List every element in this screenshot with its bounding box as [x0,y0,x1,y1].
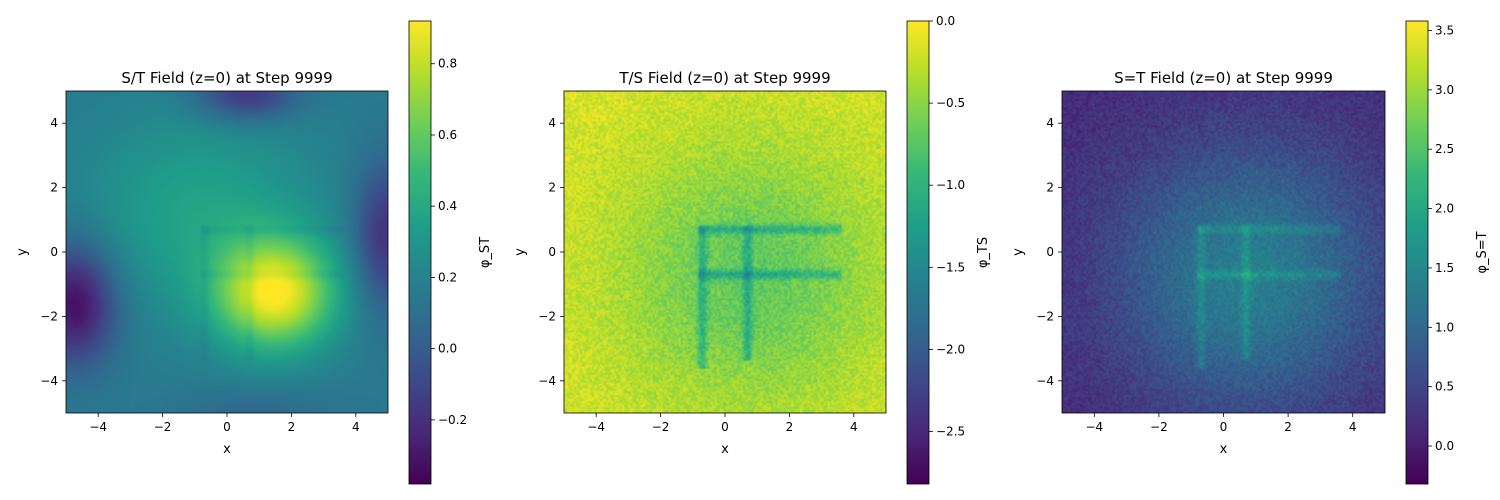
x-tick-label: −4 [1085,420,1103,434]
x-tick-label: −4 [587,420,605,434]
y-tick-label: −2 [538,309,556,323]
colorbar-tick-label: −1.5 [936,260,965,274]
colorbar-tick-label: 0.5 [1435,380,1454,394]
chart-title: T/S Field (z=0) at Step 9999 [618,69,830,87]
colorbar-tick-label: −0.5 [936,96,965,110]
colorbar-tick-label: −2.5 [936,424,965,438]
y-tick-label: 4 [548,116,556,130]
y-tick-label: −4 [40,374,58,388]
chart-panel-1: S/T Field (z=0) at Step 9999 −4 −2 0 2 4 4 2 0 −2… [15,20,493,485]
colorbar-tick-label: −0.2 [438,413,467,427]
colorbar [408,20,432,485]
y-tick-label: 0 [50,245,58,259]
y-tick-label: −4 [1036,374,1054,388]
y-tick-label: 2 [1046,181,1054,195]
y-tick-label: 4 [50,116,58,130]
x-tick-label: 0 [1220,420,1228,434]
x-tick-label: 2 [786,420,794,434]
y-tick-label: 4 [1046,116,1054,130]
colorbar-tick-label: −2.0 [936,342,965,356]
x-tick-label: 4 [1349,420,1357,434]
chart-title: S=T Field (z=0) at Step 9999 [1114,69,1333,87]
y-axis-label: y [15,248,30,256]
colorbar-tick-label: 0.0 [936,14,955,28]
x-tick-label: −2 [652,420,670,434]
colorbar-tick-label: 0.0 [1435,439,1454,453]
colorbar-tick-label: 0.8 [438,57,457,71]
colorbar-tick-label: 2.5 [1435,142,1454,156]
colorbar-tick-label: 0.0 [438,342,457,356]
x-tick-label: 2 [1284,420,1292,434]
x-tick-label: 2 [288,420,296,434]
colorbar-tick-label: 2.0 [1435,202,1454,216]
x-axis-label: x [223,442,231,457]
y-tick-label: −4 [538,374,556,388]
colorbar-label: φ_TS [976,237,991,268]
y-tick-label: 0 [1046,245,1054,259]
heatmap-image [66,91,388,413]
colorbar-tick-label: 1.0 [1435,320,1454,334]
y-tick-label: −2 [40,309,58,323]
colorbar-label: φ_ST [478,237,493,268]
y-axis-label: y [1011,248,1026,256]
y-tick-label: −2 [1036,309,1054,323]
heatmap-image [1062,91,1385,413]
chart-panel-2: T/S Field (z=0) at Step 9999 −4 −2 0 2 4 4 2 0 −2… [513,14,991,485]
chart-panel-3: S=T Field (z=0) at Step 9999 −4 −2 0 2 4 4 2 0 −2… [1011,20,1490,485]
colorbar-tick-label: −1.0 [936,178,965,192]
colorbar-tick-label: 0.6 [438,128,457,142]
heatmap-image [564,91,886,413]
colorbar-tick-label: 3.0 [1435,83,1454,97]
colorbar [1405,20,1429,485]
x-tick-label: −2 [1150,420,1168,434]
y-tick-label: 2 [548,181,556,195]
x-axis-label: x [721,442,729,457]
colorbar-tick-label: 0.2 [438,270,457,284]
colorbar [906,20,930,485]
x-tick-label: −2 [154,420,172,434]
y-tick-label: 0 [548,245,556,259]
colorbar-tick-label: 0.4 [438,199,457,213]
x-axis-label: x [1220,442,1228,457]
colorbar-tick-label: 3.5 [1435,23,1454,37]
chart-title: S/T Field (z=0) at Step 9999 [121,69,332,87]
x-tick-label: 0 [721,420,729,434]
x-tick-label: −4 [89,420,107,434]
y-tick-label: 2 [50,181,58,195]
y-axis-label: y [513,248,528,256]
x-tick-label: 0 [223,420,231,434]
colorbar-tick-label: 1.5 [1435,261,1454,275]
x-tick-label: 4 [352,420,360,434]
colorbar-label: φ_S=T [1475,231,1490,273]
x-tick-label: 4 [850,420,858,434]
